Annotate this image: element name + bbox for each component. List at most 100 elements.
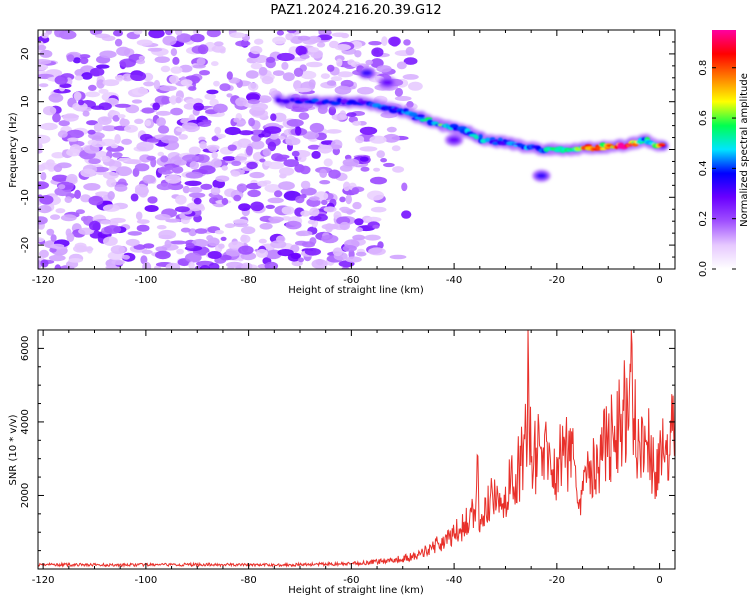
colorbar: 0.0 0.2 0.4 0.6 0.8 Normalized spectral ampl… (698, 30, 750, 277)
noise-speckle (377, 241, 384, 249)
noise-speckle (103, 236, 118, 246)
noise-speckle (331, 32, 348, 38)
noise-speckle (83, 145, 100, 154)
noise-speckle (339, 196, 346, 203)
noise-speckle (221, 197, 229, 206)
noise-speckle (210, 158, 222, 168)
noise-speckle (328, 106, 337, 116)
noise-speckle (78, 54, 91, 59)
colorbar-label: Normalized spectral amplitude (739, 73, 750, 227)
noise-speckle (58, 184, 66, 190)
noise-speckle (276, 52, 295, 62)
noise-speckle (249, 171, 265, 179)
noise-speckle (74, 75, 84, 81)
noise-speckle (101, 125, 118, 132)
noise-speckle (355, 251, 367, 257)
noise-speckle (119, 117, 126, 127)
noise-speckle (49, 243, 65, 249)
noise-speckle (291, 150, 300, 157)
colorbar-ticks: 0.0 0.2 0.4 0.6 0.8 (698, 60, 736, 277)
spectrogram-noise (38, 30, 423, 269)
ridge-peak (336, 98, 342, 103)
snr-series-line (38, 330, 675, 568)
noise-speckle (189, 161, 200, 170)
noise-speckle (206, 30, 221, 38)
noise-speckle (193, 102, 205, 111)
spectrogram-xlabel: Height of straight line (km) (288, 285, 424, 296)
ridge-peak (473, 136, 480, 140)
noise-speckle (316, 42, 326, 48)
noise-speckle (199, 141, 207, 150)
noise-speckle (285, 135, 297, 146)
noise-speckle (251, 102, 269, 111)
noise-speckle (170, 107, 184, 116)
noise-speckle (317, 144, 333, 154)
noise-speckle (80, 216, 88, 222)
noise-speckle (331, 114, 348, 121)
noise-speckle (246, 93, 260, 102)
noise-speckle (334, 44, 351, 51)
noise-speckle (214, 230, 224, 235)
colorbar-gradient (712, 30, 736, 269)
noise-speckle (214, 41, 224, 47)
noise-speckle (199, 265, 210, 269)
noise-speckle (368, 247, 386, 256)
noise-speckle (285, 220, 302, 230)
noise-speckle (142, 261, 152, 269)
noise-speckle (176, 33, 192, 43)
noise-speckle (170, 66, 183, 74)
noise-speckle (196, 57, 206, 66)
noise-speckle (104, 225, 122, 234)
noise-speckle (281, 206, 295, 215)
noise-speckle (39, 83, 49, 88)
noise-speckle (38, 142, 43, 150)
noise-speckle (66, 129, 84, 139)
noise-speckle (165, 30, 173, 36)
noise-speckle (183, 103, 196, 110)
noise-speckle (38, 59, 52, 65)
noise-speckle (267, 197, 284, 204)
noise-speckle (152, 102, 160, 111)
noise-speckle (88, 220, 101, 231)
noise-speckle (323, 158, 333, 167)
noise-speckle (366, 190, 385, 201)
snr-panel: -120 -100 -80 -60 -40 -20 0 2000 4000 6000 Height… (8, 329, 676, 596)
noise-speckle (259, 223, 273, 230)
noise-speckle (214, 126, 222, 135)
noise-speckle (142, 174, 156, 184)
snr-xlabel: Height of straight line (km) (288, 585, 424, 596)
noise-speckle (238, 120, 247, 125)
noise-speckle (42, 106, 57, 116)
noise-speckle (64, 196, 73, 204)
noise-speckle (311, 150, 321, 159)
noise-speckle (240, 262, 253, 269)
noise-speckle (114, 134, 121, 144)
noise-speckle (56, 162, 72, 169)
noise-speckle (136, 59, 146, 65)
noise-speckle (110, 143, 119, 149)
noise-speckle (339, 164, 353, 172)
noise-speckle (258, 238, 267, 244)
noise-speckle (224, 126, 241, 136)
noise-speckle (342, 158, 360, 167)
ridge-peak (323, 99, 329, 104)
noise-speckle (282, 72, 295, 82)
noise-speckle (263, 160, 273, 167)
noise-speckle (234, 156, 247, 161)
noise-speckle (95, 191, 110, 197)
noise-speckle (175, 96, 182, 104)
noise-speckle (354, 50, 362, 58)
y-tick-label: 10 (20, 95, 31, 108)
noise-speckle (269, 132, 279, 140)
noise-speckle (110, 245, 126, 255)
ridge-peak (584, 144, 593, 147)
noise-speckle (319, 180, 331, 185)
side-blob (448, 136, 461, 144)
noise-speckle (186, 202, 205, 212)
noise-speckle (352, 201, 362, 210)
noise-speckle (38, 134, 51, 144)
noise-speckle (72, 102, 88, 112)
noise-speckle (96, 79, 105, 89)
noise-speckle (113, 30, 123, 37)
noise-speckle (66, 173, 78, 183)
